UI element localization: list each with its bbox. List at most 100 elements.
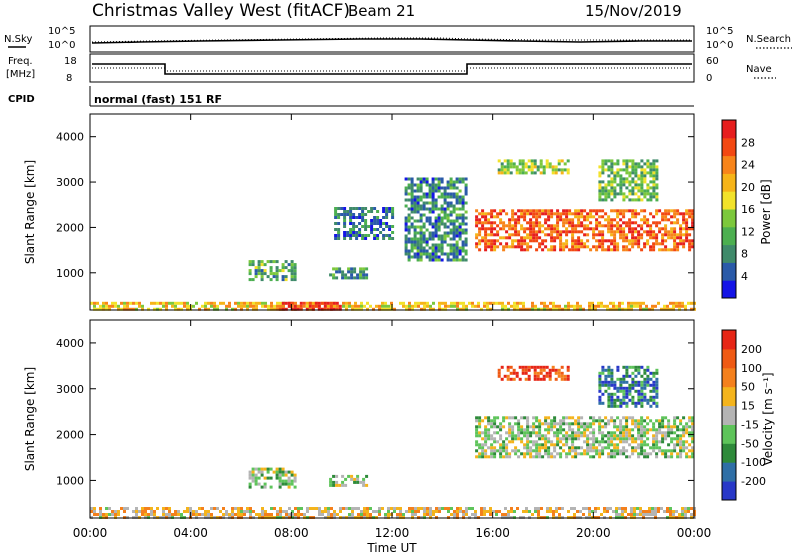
velocity-cell <box>655 434 659 438</box>
velocity-cell <box>655 404 659 408</box>
velocity-cell <box>663 510 666 513</box>
power-cell <box>521 165 525 169</box>
velocity-cell <box>512 371 516 375</box>
velocity-cell <box>679 437 683 441</box>
power-cell <box>622 212 626 216</box>
velocity-cell <box>625 455 629 459</box>
velocity-cell <box>682 434 686 438</box>
power-cell <box>565 245 569 249</box>
velocity-cell <box>534 507 537 510</box>
power-cell <box>669 301 672 305</box>
velocity-cell <box>270 513 273 516</box>
power-cell <box>287 263 291 267</box>
velocity-cell <box>598 401 602 405</box>
power-cell <box>522 304 525 308</box>
velocity-cell <box>643 386 647 390</box>
velocity-cell <box>639 510 642 513</box>
power-cell <box>278 307 282 311</box>
velocity-cell <box>643 377 647 381</box>
power-cell <box>496 215 500 219</box>
power-cell <box>526 212 530 216</box>
power-cell <box>516 307 519 311</box>
power-cell <box>475 221 479 225</box>
power-cell <box>410 192 414 196</box>
power-cell <box>478 233 482 237</box>
power-cell <box>583 224 587 228</box>
power-cell <box>634 165 638 169</box>
power-cell <box>502 224 506 228</box>
velocity-cell <box>598 443 602 447</box>
velocity-colorbar-swatch <box>722 330 736 350</box>
power-cell <box>499 218 503 222</box>
velocity-cell <box>571 440 575 444</box>
velocity-cell <box>607 404 611 408</box>
power-cell <box>536 168 540 172</box>
power-cell <box>294 301 297 305</box>
power-cell <box>90 301 93 305</box>
power-cell <box>571 221 575 225</box>
power-cell <box>601 162 605 166</box>
velocity-cell <box>676 443 680 447</box>
power-cell <box>261 304 264 308</box>
power-cell <box>314 304 318 308</box>
velocity-colorbar-frame <box>721 329 737 501</box>
velocity-cell <box>527 374 531 378</box>
power-cell <box>667 218 671 222</box>
power-cell <box>366 301 369 305</box>
power-cell <box>592 236 596 240</box>
velocity-cell <box>327 507 330 510</box>
velocity-cell <box>533 374 537 378</box>
velocity-cell <box>598 380 602 384</box>
power-cell <box>643 230 647 234</box>
velocity-cell <box>481 455 485 459</box>
nsky-tick-high: 10^5 <box>48 26 75 37</box>
velocity-cell <box>520 416 524 420</box>
power-cell <box>610 224 614 228</box>
power-cell <box>631 192 635 196</box>
power-cell <box>613 195 617 199</box>
power-cell <box>556 233 560 237</box>
power-cell <box>571 230 575 234</box>
power-cell <box>464 249 468 253</box>
power-cell <box>681 301 684 305</box>
power-cell <box>357 307 360 311</box>
power-cell <box>645 307 648 311</box>
power-colorbar-tick-label: 28 <box>741 136 755 149</box>
power-cell <box>643 195 647 199</box>
velocity-cell <box>324 510 327 513</box>
power-cell <box>618 307 621 311</box>
power-cell <box>276 301 279 305</box>
power-cell <box>595 209 599 213</box>
velocity-cell <box>490 437 494 441</box>
power-cell <box>601 215 605 219</box>
velocity-cell <box>537 510 540 513</box>
power-cell <box>407 255 411 259</box>
power-cell <box>544 221 548 225</box>
power-cell <box>455 207 459 211</box>
power-cell <box>440 243 444 247</box>
power-cell <box>613 239 617 243</box>
velocity-cell <box>378 507 381 510</box>
power-cell <box>373 237 377 240</box>
power-cell <box>343 231 347 234</box>
velocity-cell <box>111 510 114 513</box>
velocity-cell <box>293 479 297 483</box>
velocity-cell <box>524 365 528 369</box>
power-cell <box>343 216 347 219</box>
power-cell <box>556 212 560 216</box>
velocity-cell <box>501 513 504 516</box>
power-cell <box>370 207 374 210</box>
velocity-cell <box>566 374 570 378</box>
power-cell <box>550 224 554 228</box>
velocity-cell <box>529 452 533 456</box>
velocity-cell <box>480 510 483 513</box>
power-cell <box>601 239 605 243</box>
power-cell <box>419 228 423 232</box>
velocity-cell <box>622 401 626 405</box>
power-cell <box>362 273 366 277</box>
velocity-cell <box>589 443 593 447</box>
power-cell <box>652 215 656 219</box>
power-cell <box>688 239 692 243</box>
velocity-cell <box>529 425 533 429</box>
power-cell <box>270 307 273 311</box>
